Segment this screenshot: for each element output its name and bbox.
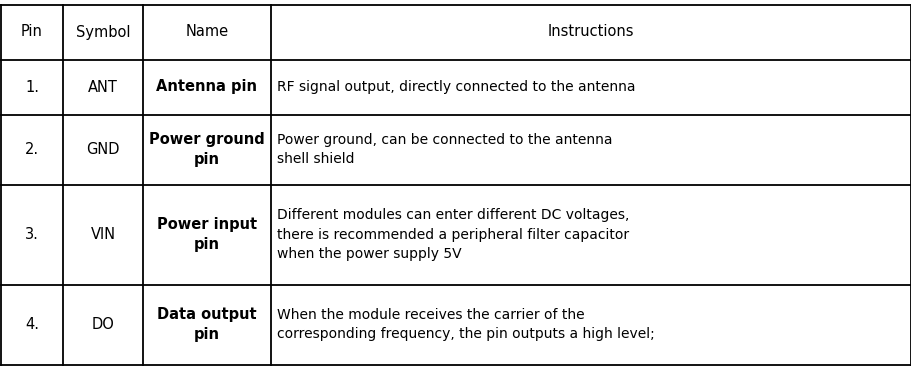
Text: 2.: 2. — [25, 142, 39, 157]
Text: RF signal output, directly connected to the antenna: RF signal output, directly connected to … — [277, 80, 635, 94]
Text: Power ground
pin: Power ground pin — [149, 132, 264, 167]
Text: 3.: 3. — [25, 227, 39, 242]
Text: DO: DO — [91, 317, 114, 332]
Text: When the module receives the carrier of the
corresponding frequency, the pin out: When the module receives the carrier of … — [277, 308, 654, 341]
Text: ANT: ANT — [88, 79, 118, 94]
Text: Instructions: Instructions — [548, 24, 633, 39]
Text: Power input
pin: Power input pin — [157, 217, 257, 252]
Text: Data output
pin: Data output pin — [157, 307, 257, 342]
Text: GND: GND — [87, 142, 119, 157]
Text: 1.: 1. — [25, 79, 39, 94]
Text: Name: Name — [185, 24, 229, 39]
Text: Power ground, can be connected to the antenna
shell shield: Power ground, can be connected to the an… — [277, 133, 612, 166]
Text: Pin: Pin — [21, 24, 43, 39]
Text: Symbol: Symbol — [76, 24, 130, 39]
Text: VIN: VIN — [90, 227, 116, 242]
Text: Different modules can enter different DC voltages,
there is recommended a periph: Different modules can enter different DC… — [277, 208, 629, 261]
Text: 4.: 4. — [25, 317, 39, 332]
Text: Antenna pin: Antenna pin — [157, 79, 257, 94]
